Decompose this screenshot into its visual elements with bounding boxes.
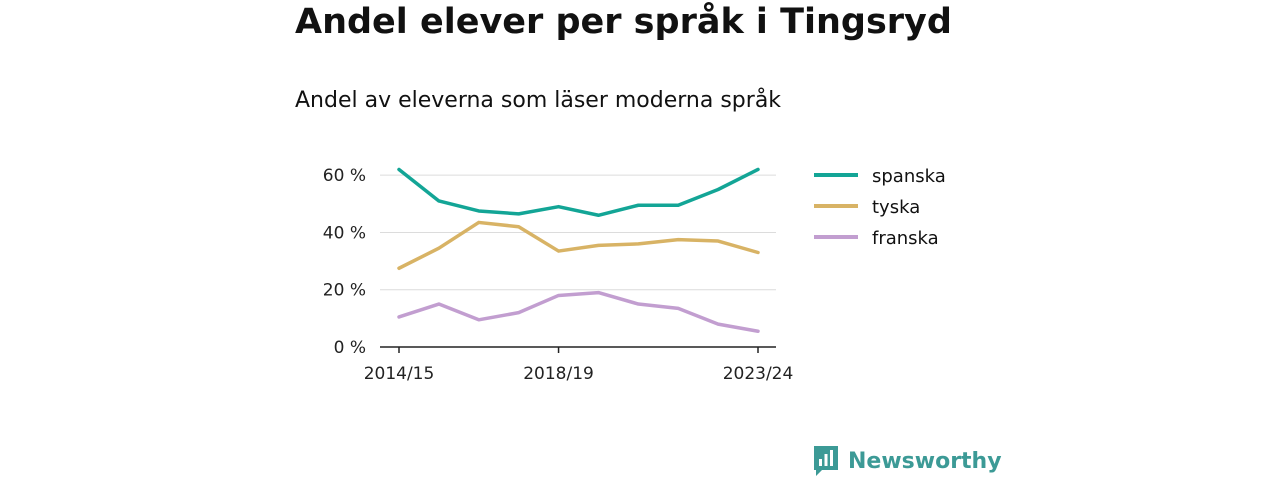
- gridlines: [380, 174, 776, 291]
- legend-label-franska: franska: [872, 228, 939, 249]
- x-tick-label: 2023/24: [723, 364, 794, 384]
- bar-chart-logo-icon: [814, 446, 838, 476]
- y-tick-label: 20 %: [323, 281, 366, 301]
- brand-name: Newsworthy: [848, 448, 1002, 474]
- x-tick-label: 2018/19: [523, 364, 594, 384]
- newsworthy-logo: Newsworthy: [812, 444, 1002, 478]
- chart-title: Andel elever per språk i Tingsryd: [295, 2, 952, 42]
- legend: spanska tyska franska: [814, 166, 946, 249]
- series-line-spanska: [397, 167, 760, 218]
- y-tick-label: 60 %: [323, 166, 366, 186]
- chart-subtitle: Andel av eleverna som läser moderna språ…: [295, 88, 782, 113]
- y-tick-label: 0 %: [334, 338, 366, 358]
- legend-label-tyska: tyska: [872, 197, 920, 218]
- x-tick-label: 2014/15: [364, 364, 435, 384]
- series-lines: [397, 167, 760, 333]
- y-tick-label: 40 %: [323, 223, 366, 243]
- series-line-tyska: [397, 220, 760, 270]
- legend-label-spanska: spanska: [872, 166, 946, 187]
- axes: 0 % 20 % 40 % 60 % 2014/15 2018/19 2023/24: [323, 166, 794, 384]
- series-line-franska: [397, 290, 760, 333]
